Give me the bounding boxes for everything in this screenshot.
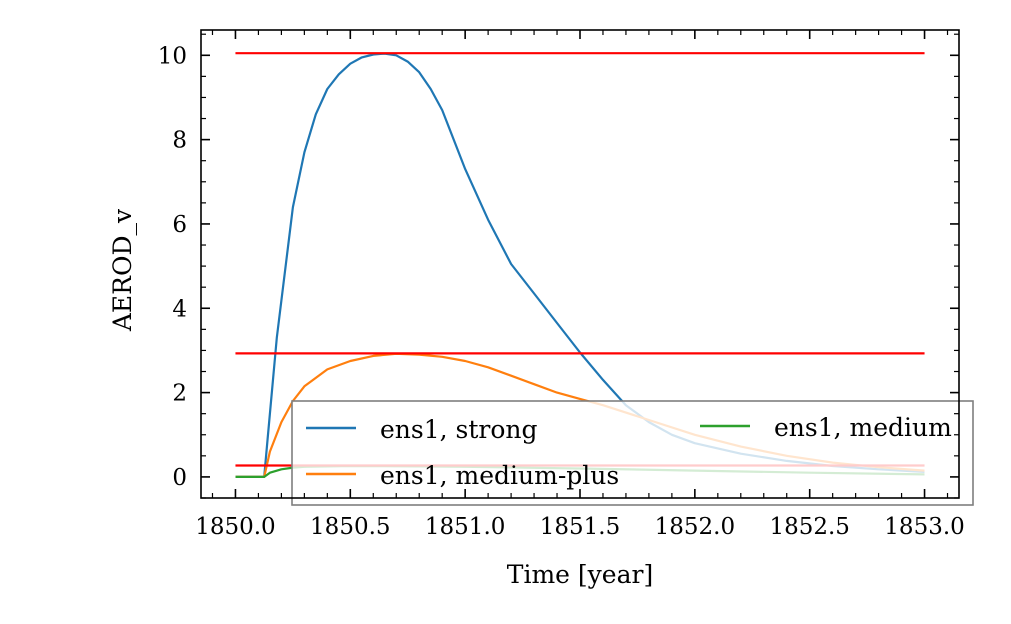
axes-layer: 1850.0 1850.5 1851.0 1851.5 1852.0 1852.5 1853… — [158, 29, 965, 540]
y-tick-label: 8 — [172, 128, 187, 154]
y-tick-label: 2 — [172, 381, 187, 407]
x-tick-label: 1853.0 — [884, 514, 964, 540]
y-tick-label: 4 — [172, 296, 187, 322]
y-tick-label: 6 — [172, 212, 187, 238]
x-tick-label: 1850.0 — [195, 514, 275, 540]
legend-label-2: ens1, medium-plus — [380, 461, 619, 490]
legend-label-1: ens1, strong — [380, 415, 538, 444]
x-tick-label: 1851.5 — [540, 514, 620, 540]
y-axis-label: AEROD_v — [108, 208, 137, 332]
x-tick-label: 1851.0 — [425, 514, 505, 540]
legend-label-3: ens1, medium — [774, 413, 952, 442]
x-tick-label: 1852.5 — [769, 514, 849, 540]
y-tick-label: 10 — [158, 43, 187, 69]
legend-frame — [291, 400, 974, 506]
x-tick-label: 1852.0 — [655, 514, 735, 540]
x-axis-label: Time [year] — [507, 560, 653, 589]
y-tick-label: 0 — [172, 465, 187, 491]
x-tick-label: 1850.5 — [310, 514, 390, 540]
legend: ens1, strong ens1, medium-plus ens1, mediu… — [291, 400, 974, 506]
